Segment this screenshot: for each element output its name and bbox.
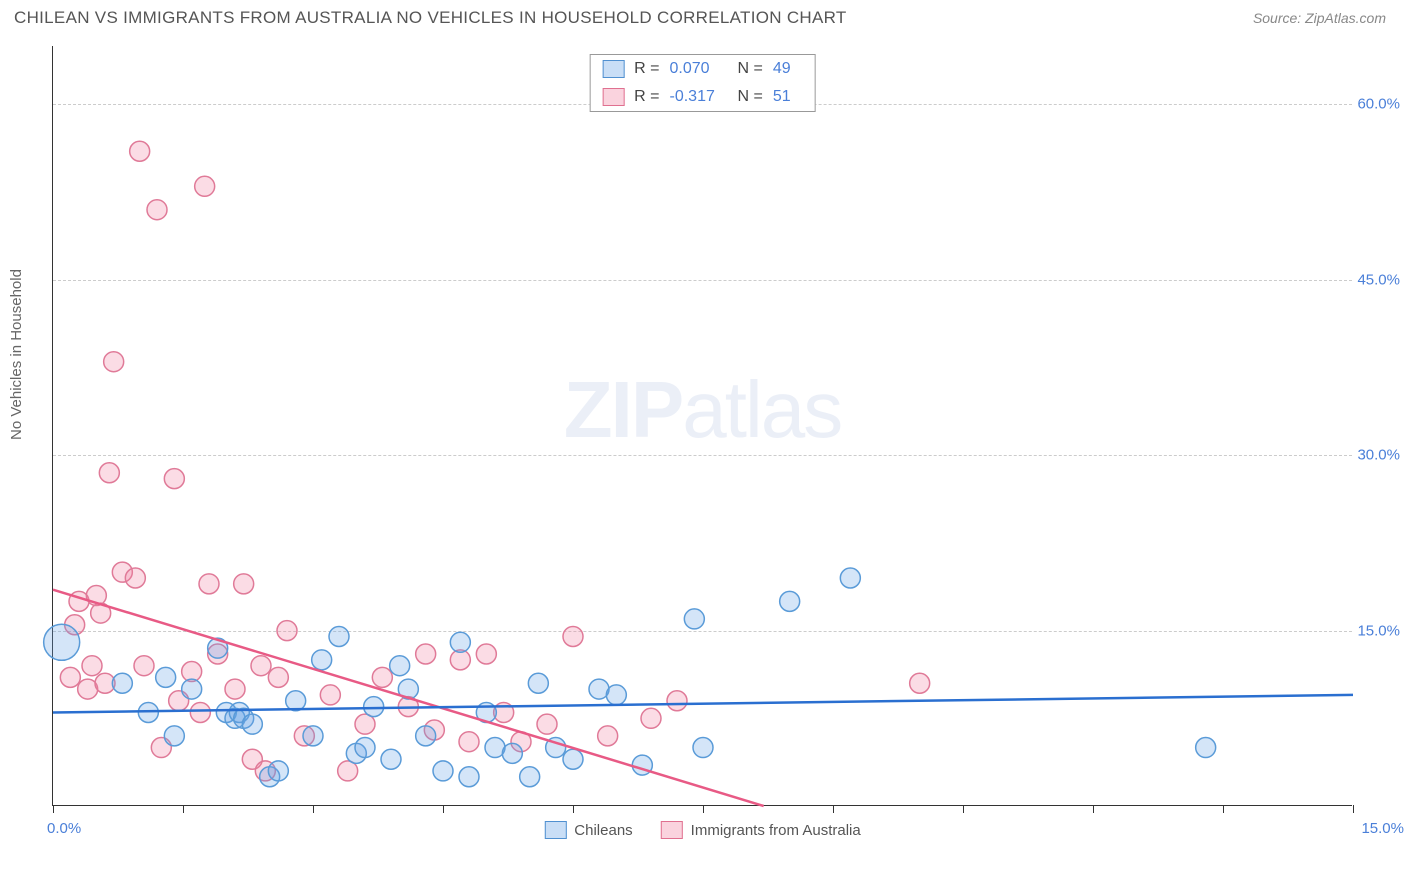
data-point <box>667 691 687 711</box>
y-tick-label: 60.0% <box>1357 96 1400 113</box>
x-tick <box>443 805 444 813</box>
trend-line <box>53 695 1353 713</box>
swatch-blue-icon <box>544 821 566 839</box>
data-point <box>528 673 548 693</box>
legend-stats: R = 0.070 N = 49 R = -0.317 N = 51 <box>589 54 816 112</box>
data-point <box>459 732 479 752</box>
data-point <box>112 673 132 693</box>
data-point <box>563 626 583 646</box>
data-point <box>199 574 219 594</box>
legend-series: Chileans Immigrants from Australia <box>544 821 860 839</box>
chart-title: CHILEAN VS IMMIGRANTS FROM AUSTRALIA NO … <box>14 8 847 28</box>
data-point <box>684 609 704 629</box>
x-tick <box>963 805 964 813</box>
legend-stats-row-pink: R = -0.317 N = 51 <box>590 83 815 111</box>
data-point <box>251 656 271 676</box>
data-point <box>82 656 102 676</box>
data-point <box>147 200 167 220</box>
chart-header: CHILEAN VS IMMIGRANTS FROM AUSTRALIA NO … <box>0 0 1406 32</box>
data-point <box>99 463 119 483</box>
data-point <box>364 697 384 717</box>
legend-stats-row-blue: R = 0.070 N = 49 <box>590 55 815 83</box>
chart-wrap: ZIPatlas 15.0%30.0%45.0%60.0% R = 0.070 … <box>52 46 1392 836</box>
n-value-pink: 51 <box>773 89 803 105</box>
data-point <box>840 568 860 588</box>
x-tick <box>313 805 314 813</box>
data-point <box>225 679 245 699</box>
data-point <box>372 667 392 687</box>
data-point <box>164 469 184 489</box>
data-point <box>1196 738 1216 758</box>
x-tick <box>1223 805 1224 813</box>
data-point <box>320 685 340 705</box>
scatter-svg <box>53 46 1352 805</box>
x-min-label: 0.0% <box>47 820 81 837</box>
x-tick <box>183 805 184 813</box>
data-point <box>476 644 496 664</box>
data-point <box>125 568 145 588</box>
data-point <box>910 673 930 693</box>
data-point <box>286 691 306 711</box>
data-point <box>641 708 661 728</box>
data-point <box>268 667 288 687</box>
data-point <box>268 761 288 781</box>
data-point <box>182 679 202 699</box>
data-point <box>134 656 154 676</box>
n-value-blue: 49 <box>773 61 803 77</box>
plot-area: ZIPatlas 15.0%30.0%45.0%60.0% R = 0.070 … <box>52 46 1352 806</box>
y-tick-label: 30.0% <box>1357 447 1400 464</box>
data-point <box>520 767 540 787</box>
data-point <box>195 176 215 196</box>
data-point <box>450 632 470 652</box>
data-point <box>164 726 184 746</box>
x-tick <box>1353 805 1354 813</box>
data-point <box>502 743 522 763</box>
data-point <box>381 749 401 769</box>
legend-item-immigrants: Immigrants from Australia <box>661 821 861 839</box>
data-point <box>234 574 254 594</box>
x-tick <box>833 805 834 813</box>
x-tick <box>53 805 54 813</box>
y-axis-label: No Vehicles in Household <box>8 269 25 440</box>
data-point <box>104 352 124 372</box>
data-point <box>329 626 349 646</box>
data-point <box>44 624 80 660</box>
data-point <box>130 141 150 161</box>
data-point <box>693 738 713 758</box>
r-value-pink: -0.317 <box>670 89 728 105</box>
data-point <box>537 714 557 734</box>
trend-line <box>53 590 764 806</box>
data-point <box>190 702 210 722</box>
data-point <box>312 650 332 670</box>
x-tick <box>1093 805 1094 813</box>
data-point <box>60 667 80 687</box>
data-point <box>416 644 436 664</box>
swatch-pink-icon <box>602 88 624 106</box>
data-point <box>433 761 453 781</box>
swatch-pink-icon <box>661 821 683 839</box>
data-point <box>242 714 262 734</box>
data-point <box>780 591 800 611</box>
data-point <box>606 685 626 705</box>
y-tick-label: 15.0% <box>1357 622 1400 639</box>
x-max-label: 15.0% <box>1361 820 1404 837</box>
data-point <box>416 726 436 746</box>
data-point <box>303 726 323 746</box>
data-point <box>277 621 297 641</box>
swatch-blue-icon <box>602 60 624 78</box>
data-point <box>390 656 410 676</box>
source-credit: Source: ZipAtlas.com <box>1253 10 1386 26</box>
series-chileans <box>44 568 1216 787</box>
data-point <box>459 767 479 787</box>
y-tick-label: 45.0% <box>1357 271 1400 288</box>
x-tick <box>573 805 574 813</box>
r-value-blue: 0.070 <box>670 61 728 77</box>
data-point <box>598 726 618 746</box>
data-point <box>355 738 375 758</box>
legend-item-chileans: Chileans <box>544 821 632 839</box>
x-tick <box>703 805 704 813</box>
data-point <box>563 749 583 769</box>
data-point <box>156 667 176 687</box>
